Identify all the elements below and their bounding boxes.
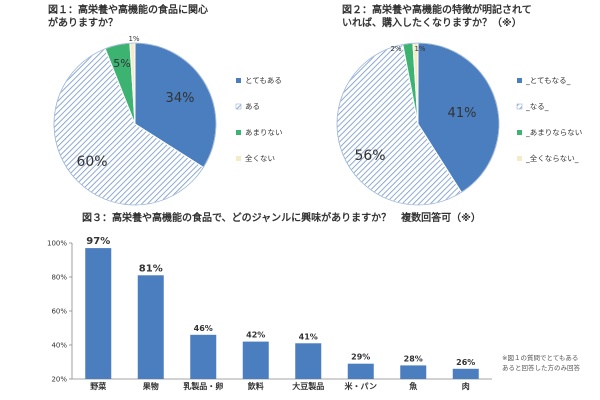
pie1-title: 図１：高栄養や高機能の食品に関心 がありますか？: [48, 5, 208, 29]
pie2-legend-label-2: _あまりならない: [525, 128, 582, 137]
pie2-value-label-1: 56%: [354, 148, 385, 164]
pie1-legend-swatch-3: [236, 156, 241, 161]
pie1-legend-label-0: とてもある: [245, 76, 282, 85]
x-tick-label-4: 大豆製品: [292, 381, 324, 391]
pie1-value-label-0: 34%: [166, 91, 195, 106]
pie1-outline: [53, 42, 217, 206]
bar-value-label-4: 41%: [299, 332, 318, 341]
x-tick-label-2: 乳製品・卵: [183, 381, 223, 391]
bar-value-label-7: 26%: [456, 358, 475, 367]
pie1-legend-label-2: あまりない: [245, 128, 283, 137]
bar-value-label-6: 28%: [404, 354, 423, 363]
x-tick-label-5: 米・パン: [344, 381, 377, 391]
x-tick-label-6: 魚: [409, 381, 417, 391]
footnote: ※図１の質問でとてもある あると回答した方のみ回答: [502, 354, 580, 372]
pie2-value-label-2: 2%: [390, 45, 401, 53]
bar-0: [85, 248, 112, 379]
x-tick-label-7: 肉: [462, 381, 470, 391]
bar-4: [295, 343, 322, 379]
x-tick-label-1: 果物: [142, 381, 159, 391]
pie2-legend-label-1: _なる_: [525, 102, 549, 111]
bar-3: [242, 341, 269, 379]
pie1-value-label-1: 60%: [76, 154, 107, 170]
pie1-value-label-3: 1%: [128, 35, 139, 43]
pie2-outline: [336, 42, 500, 206]
bar-chart: 20% 40% 60% 80% 100% 97% 野菜 81% 果物 46% 乳製品・卵 42% 飲料 4…: [47, 236, 492, 391]
bar-6: [400, 365, 427, 379]
y-tick-label-3: 80%: [51, 274, 67, 282]
bar-chart-title: 図３：高栄養や高機能の食品で、どのジャンルに興味がありますか？ 複数回答可（※）: [82, 213, 481, 224]
x-tick-label-3: 飲料: [247, 381, 264, 391]
pie2-value-label-0: 41%: [448, 106, 477, 121]
bar-2: [190, 334, 217, 379]
y-tick-label-1: 40%: [51, 342, 67, 350]
pie1-value-label-2: 5%: [113, 57, 130, 70]
bar-value-label-0: 97%: [86, 236, 110, 247]
pie1-legend-label-1: ある: [245, 102, 260, 111]
bar-value-label-1: 81%: [139, 263, 163, 274]
pie2-legend-label-0: _とてもなる_: [525, 76, 571, 85]
pie2-value-label-3: 1%: [414, 45, 425, 53]
y-tick-label-2: 60%: [51, 308, 67, 316]
bar-value-label-5: 29%: [351, 353, 370, 362]
pie-chart-2: 41% 56% 2% 1% _とてもなる_ _なる_ _あまりならない _全くならない_: [336, 42, 582, 206]
bar-5: [347, 363, 374, 379]
pie2-legend-swatch-0: [517, 78, 522, 83]
x-tick-label-0: 野菜: [90, 381, 106, 391]
pie2-legend-label-3: _全くならない_: [525, 153, 579, 163]
pie2-legend-swatch-2: [517, 130, 522, 135]
pie1-legend-swatch-1: [235, 103, 242, 110]
bar-7: [452, 368, 479, 379]
y-tick-label-0: 20%: [51, 376, 67, 384]
pie2-legend-swatch-3: [517, 156, 522, 161]
pie2-title: 図２：高栄養や高機能の特徴が明記されて いれば、購入したくなりますか？（※）: [342, 5, 532, 29]
pie1-legend-label-3: 全くない: [245, 153, 275, 163]
pie2-legend-swatch-1: [516, 103, 523, 110]
bar-value-label-2: 46%: [194, 324, 213, 333]
pie1-legend-swatch-0: [236, 78, 241, 83]
bar-1: [137, 275, 164, 379]
pie1-legend-swatch-2: [236, 130, 241, 135]
y-tick-label-4: 100%: [47, 240, 67, 248]
bar-value-label-3: 42%: [246, 331, 265, 340]
